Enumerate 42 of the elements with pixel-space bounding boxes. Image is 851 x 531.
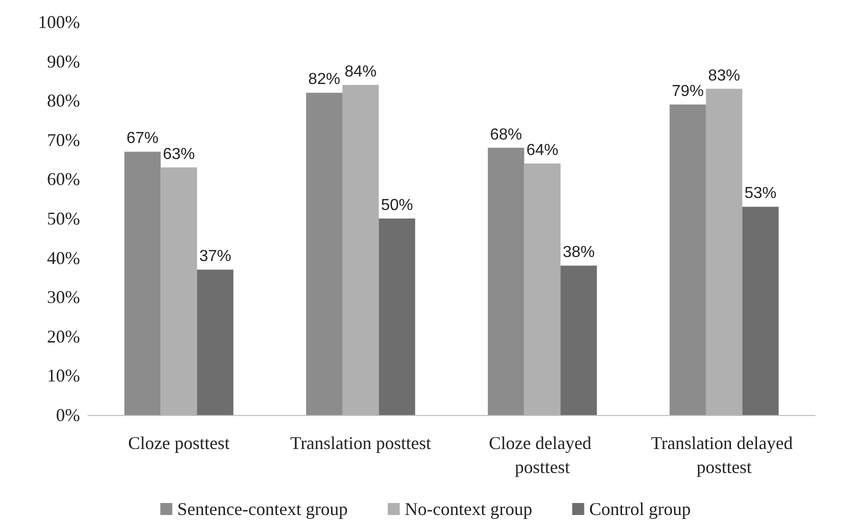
y-tick-label: 30% [47,287,80,308]
y-tick-label: 80% [47,90,80,111]
data-label: 84% [344,63,377,80]
bar [124,152,161,415]
data-label: 68% [490,126,522,144]
x-tick-label: Cloze delayed posttest [488,433,596,477]
bar [160,167,198,415]
y-tick-label: 70% [47,130,80,150]
y-tick-label: 60% [47,169,80,190]
y-tick-label: 100% [38,12,80,32]
y-tick-label: 90% [47,51,80,72]
bar [342,84,379,415]
data-label: 83% [708,67,740,84]
y-tick-label: 50% [47,208,80,228]
data-label: 38% [562,244,595,262]
data-label: 64% [526,142,558,159]
data-label: 63% [162,146,195,163]
bar [524,163,561,415]
bar [306,92,342,415]
bar [706,88,742,415]
y-tick-label: 0% [56,405,80,425]
bar [197,270,234,415]
x-tick-label: Translation delayed posttest [650,433,798,477]
x-tick-label: Cloze posttest [128,433,230,453]
legend-label: Sentence-context group [177,499,348,519]
data-label: 67% [126,130,159,148]
bar [378,218,416,415]
bar [560,266,597,415]
data-label: 37% [199,248,232,266]
bar [670,104,706,415]
data-label: 82% [308,71,340,88]
x-tick-label: Translation posttest [290,433,432,453]
y-tick-label: 20% [47,326,80,346]
legend-label: No-context group [404,499,532,519]
data-label: 50% [380,197,413,214]
bar [742,206,779,415]
data-label: 53% [744,185,776,202]
legend-label: Control group [589,499,691,519]
y-tick-label: 10% [47,366,80,386]
y-tick-label: 40% [47,248,80,268]
bar [488,148,524,415]
data-label: 79% [672,83,704,100]
